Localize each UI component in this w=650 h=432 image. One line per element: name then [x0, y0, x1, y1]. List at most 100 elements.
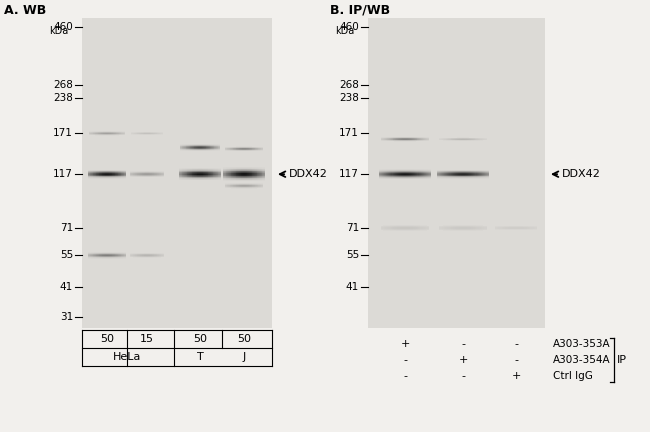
Bar	[246, 171, 248, 172]
Bar	[465, 170, 466, 171]
Bar	[225, 170, 226, 171]
Bar	[235, 167, 237, 168]
Bar	[215, 176, 216, 177]
Text: 171: 171	[53, 128, 73, 138]
Bar	[447, 178, 448, 179]
Bar	[94, 175, 95, 176]
Bar	[463, 173, 464, 174]
Bar	[207, 170, 209, 171]
Bar	[116, 174, 117, 175]
Bar	[211, 175, 212, 176]
Bar	[264, 167, 265, 168]
Bar	[210, 168, 211, 169]
Bar	[257, 180, 258, 181]
Bar	[181, 172, 183, 173]
Bar	[118, 177, 119, 178]
Text: A. WB: A. WB	[4, 3, 46, 16]
Bar	[180, 177, 181, 178]
Bar	[115, 170, 116, 171]
Bar	[192, 177, 193, 178]
Bar	[195, 174, 196, 175]
Bar	[235, 176, 237, 177]
Bar	[212, 174, 213, 175]
Bar	[98, 171, 99, 172]
Bar	[215, 170, 216, 171]
Bar	[199, 171, 200, 172]
Bar	[200, 168, 201, 169]
Bar	[219, 169, 220, 170]
Bar	[122, 170, 123, 171]
Bar	[419, 174, 421, 175]
Bar	[402, 173, 403, 174]
Bar	[258, 174, 259, 175]
Bar	[185, 169, 186, 170]
Bar	[112, 172, 113, 173]
Bar	[189, 172, 190, 173]
Bar	[419, 172, 421, 173]
Bar	[386, 174, 387, 175]
Bar	[396, 171, 398, 172]
Bar	[215, 172, 216, 173]
Bar	[92, 173, 94, 174]
Bar	[259, 169, 260, 170]
Bar	[384, 169, 385, 170]
Bar	[239, 172, 240, 173]
Bar	[114, 174, 115, 175]
Bar	[261, 174, 262, 175]
Bar	[119, 177, 120, 178]
Bar	[92, 174, 94, 175]
Bar	[262, 167, 263, 168]
Bar	[462, 170, 463, 171]
Bar	[225, 175, 226, 176]
Bar	[478, 176, 480, 177]
Bar	[257, 176, 258, 177]
Bar	[179, 179, 180, 180]
Bar	[385, 178, 386, 179]
Bar	[243, 177, 244, 178]
Bar	[427, 174, 428, 175]
Bar	[109, 172, 110, 173]
Bar	[452, 176, 454, 177]
Text: -: -	[461, 339, 465, 349]
Bar	[249, 180, 250, 181]
Bar	[260, 169, 261, 170]
Bar	[442, 174, 443, 175]
Bar	[478, 178, 480, 179]
Bar	[214, 171, 215, 172]
Bar	[430, 176, 431, 177]
Bar	[234, 170, 235, 171]
Bar	[426, 172, 427, 173]
Bar	[239, 178, 240, 179]
Bar	[234, 172, 235, 173]
Bar	[94, 177, 95, 178]
Bar	[381, 173, 382, 174]
Bar	[406, 174, 407, 175]
Bar	[245, 170, 246, 171]
Bar	[463, 172, 464, 173]
Bar	[427, 172, 428, 173]
Bar	[412, 171, 413, 172]
Bar	[454, 173, 455, 174]
Bar	[181, 179, 183, 180]
Bar	[400, 172, 401, 173]
Bar	[245, 179, 246, 180]
Bar	[199, 175, 200, 176]
Bar	[187, 171, 188, 172]
Bar	[91, 173, 92, 174]
Bar	[246, 169, 248, 170]
Bar	[483, 173, 484, 174]
Bar	[474, 175, 476, 176]
Bar	[124, 175, 125, 176]
Bar	[240, 180, 242, 181]
Bar	[439, 173, 440, 174]
Bar	[196, 178, 197, 179]
Bar	[380, 177, 381, 178]
Bar	[223, 172, 224, 173]
Bar	[264, 178, 265, 179]
Bar	[465, 174, 466, 175]
Bar	[193, 179, 194, 180]
Bar	[235, 179, 237, 180]
Bar	[395, 176, 396, 177]
Bar	[115, 174, 116, 175]
Bar	[117, 173, 118, 174]
